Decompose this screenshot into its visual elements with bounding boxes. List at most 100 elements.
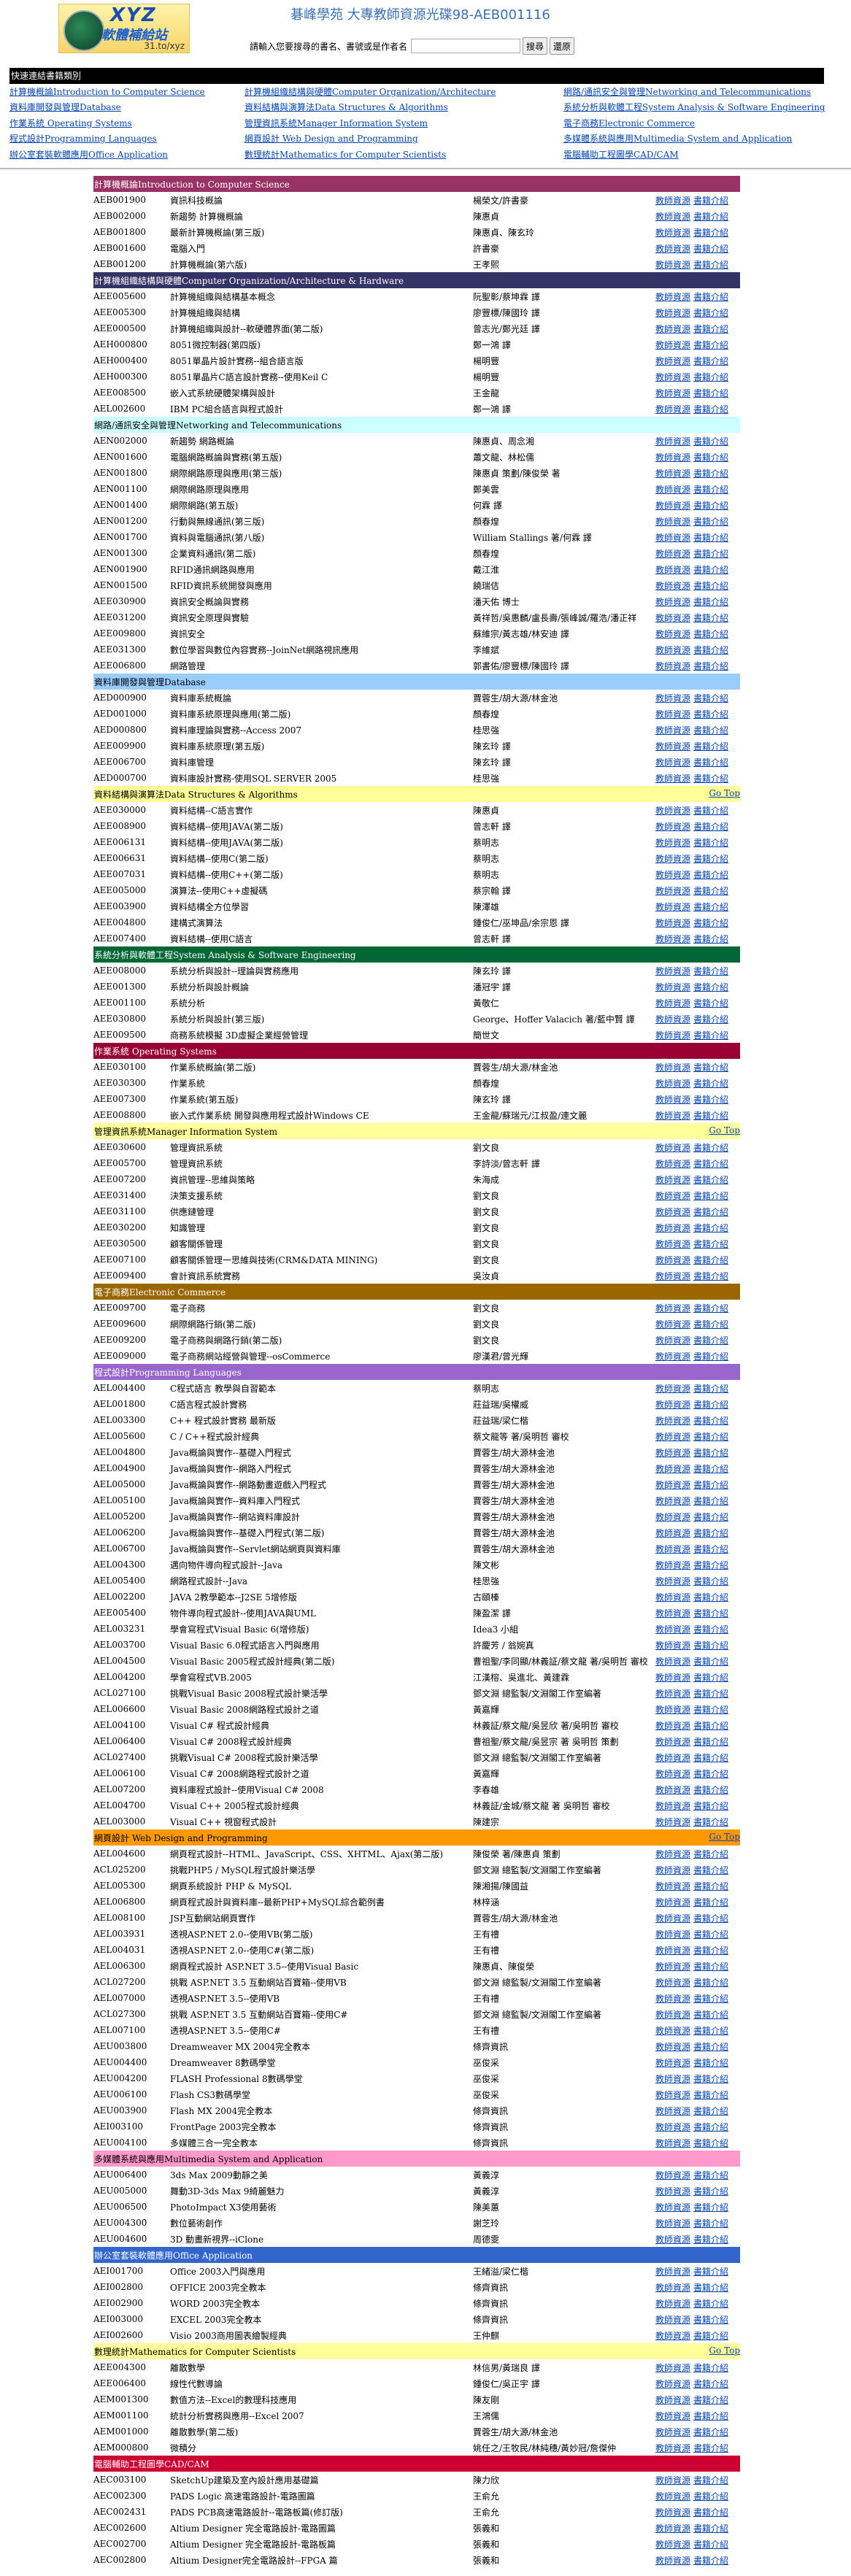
- teacher-resource-link[interactable]: 教師資源: [655, 1511, 691, 1522]
- book-intro-link[interactable]: 書籍介紹: [693, 452, 729, 463]
- teacher-resource-link[interactable]: 教師資源: [655, 1768, 691, 1779]
- book-intro-link[interactable]: 書籍介紹: [693, 2475, 729, 2486]
- teacher-resource-link[interactable]: 教師資源: [655, 2555, 691, 2566]
- teacher-resource-link[interactable]: 教師資源: [655, 1624, 691, 1635]
- site-logo[interactable]: XYZ 軟體補給站 31.to/xyz: [58, 4, 190, 53]
- book-intro-link[interactable]: 書籍介紹: [693, 805, 729, 816]
- teacher-resource-link[interactable]: 教師資源: [655, 2186, 691, 2197]
- teacher-resource-link[interactable]: 教師資源: [655, 885, 691, 896]
- book-intro-link[interactable]: 書籍介紹: [693, 1495, 729, 1506]
- teacher-resource-link[interactable]: 教師資源: [655, 2137, 691, 2148]
- book-intro-link[interactable]: 書籍介紹: [693, 2137, 729, 2148]
- teacher-resource-link[interactable]: 教師資源: [655, 468, 691, 479]
- book-intro-link[interactable]: 書籍介紹: [693, 436, 729, 447]
- book-intro-link[interactable]: 書籍介紹: [693, 1206, 729, 1217]
- search-input[interactable]: [411, 39, 521, 53]
- teacher-resource-link[interactable]: 教師資源: [655, 2426, 691, 2437]
- teacher-resource-link[interactable]: 教師資源: [655, 2105, 691, 2116]
- book-intro-link[interactable]: 書籍介紹: [693, 227, 729, 238]
- teacher-resource-link[interactable]: 教師資源: [655, 596, 691, 607]
- book-intro-link[interactable]: 書籍介紹: [693, 1768, 729, 1779]
- book-intro-link[interactable]: 書籍介紹: [693, 998, 729, 1009]
- book-intro-link[interactable]: 書籍介紹: [693, 2378, 729, 2389]
- book-intro-link[interactable]: 書籍介紹: [693, 2362, 729, 2373]
- teacher-resource-link[interactable]: 教師資源: [655, 2025, 691, 2036]
- teacher-resource-link[interactable]: 教師資源: [655, 757, 691, 768]
- teacher-resource-link[interactable]: 教師資源: [655, 965, 691, 976]
- teacher-resource-link[interactable]: 教師資源: [655, 2041, 691, 2052]
- teacher-resource-link[interactable]: 教師資源: [655, 917, 691, 928]
- book-intro-link[interactable]: 書籍介紹: [693, 1576, 729, 1586]
- teacher-resource-link[interactable]: 教師資源: [655, 307, 691, 318]
- book-intro-link[interactable]: 書籍介紹: [693, 1672, 729, 1683]
- book-intro-link[interactable]: 書籍介紹: [693, 1720, 729, 1731]
- teacher-resource-link[interactable]: 教師資源: [655, 982, 691, 992]
- book-intro-link[interactable]: 書籍介紹: [693, 1913, 729, 1924]
- book-intro-link[interactable]: 書籍介紹: [693, 2442, 729, 2453]
- teacher-resource-link[interactable]: 教師資源: [655, 436, 691, 447]
- teacher-resource-link[interactable]: 教師資源: [655, 709, 691, 720]
- teacher-resource-link[interactable]: 教師資源: [655, 644, 691, 655]
- teacher-resource-link[interactable]: 教師資源: [655, 2266, 691, 2277]
- book-intro-link[interactable]: 書籍介紹: [693, 1559, 729, 1570]
- category-link[interactable]: 系統分析與軟體工程System Analysis & Software Engi…: [563, 102, 825, 113]
- teacher-resource-link[interactable]: 教師資源: [655, 2282, 691, 2293]
- teacher-resource-link[interactable]: 教師資源: [655, 227, 691, 238]
- teacher-resource-link[interactable]: 教師資源: [655, 853, 691, 864]
- teacher-resource-link[interactable]: 教師資源: [655, 1495, 691, 1506]
- book-intro-link[interactable]: 書籍介紹: [693, 1704, 729, 1715]
- teacher-resource-link[interactable]: 教師資源: [655, 564, 691, 575]
- teacher-resource-link[interactable]: 教師資源: [655, 404, 691, 414]
- teacher-resource-link[interactable]: 教師資源: [655, 355, 691, 366]
- book-intro-link[interactable]: 書籍介紹: [693, 2186, 729, 2197]
- teacher-resource-link[interactable]: 教師資源: [655, 1319, 691, 1330]
- category-link[interactable]: 網頁設計 Web Design and Programming: [244, 134, 418, 144]
- book-intro-link[interactable]: 書籍介紹: [693, 259, 729, 270]
- book-intro-link[interactable]: 書籍介紹: [693, 1078, 729, 1089]
- book-intro-link[interactable]: 書籍介紹: [693, 1543, 729, 1554]
- teacher-resource-link[interactable]: 教師資源: [655, 660, 691, 671]
- teacher-resource-link[interactable]: 教師資源: [655, 2491, 691, 2502]
- teacher-resource-link[interactable]: 教師資源: [655, 2378, 691, 2389]
- teacher-resource-link[interactable]: 教師資源: [655, 1431, 691, 1442]
- teacher-resource-link[interactable]: 教師資源: [655, 901, 691, 912]
- teacher-resource-link[interactable]: 教師資源: [655, 2539, 691, 2550]
- book-intro-link[interactable]: 書籍介紹: [693, 1351, 729, 1362]
- book-intro-link[interactable]: 書籍介紹: [693, 1511, 729, 1522]
- teacher-resource-link[interactable]: 教師資源: [655, 1864, 691, 1875]
- teacher-resource-link[interactable]: 教師資源: [655, 2330, 691, 2341]
- teacher-resource-link[interactable]: 教師資源: [655, 2523, 691, 2534]
- teacher-resource-link[interactable]: 教師資源: [655, 1142, 691, 1153]
- book-intro-link[interactable]: 書籍介紹: [693, 484, 729, 495]
- book-intro-link[interactable]: 書籍介紹: [693, 1784, 729, 1795]
- teacher-resource-link[interactable]: 教師資源: [655, 1543, 691, 1554]
- book-intro-link[interactable]: 書籍介紹: [693, 1142, 729, 1153]
- book-intro-link[interactable]: 書籍介紹: [693, 580, 729, 591]
- book-intro-link[interactable]: 書籍介紹: [693, 2089, 729, 2100]
- book-intro-link[interactable]: 書籍介紹: [693, 612, 729, 623]
- teacher-resource-link[interactable]: 教師資源: [655, 1527, 691, 1538]
- book-intro-link[interactable]: 書籍介紹: [693, 1736, 729, 1747]
- book-intro-link[interactable]: 書籍介紹: [693, 757, 729, 768]
- book-intro-link[interactable]: 書籍介紹: [693, 2073, 729, 2084]
- book-intro-link[interactable]: 書籍介紹: [693, 1752, 729, 1763]
- teacher-resource-link[interactable]: 教師資源: [655, 2057, 691, 2068]
- book-intro-link[interactable]: 書籍介紹: [693, 644, 729, 655]
- teacher-resource-link[interactable]: 教師資源: [655, 1816, 691, 1827]
- book-intro-link[interactable]: 書籍介紹: [693, 1848, 729, 1859]
- teacher-resource-link[interactable]: 教師資源: [655, 2362, 691, 2373]
- book-intro-link[interactable]: 書籍介紹: [693, 596, 729, 607]
- teacher-resource-link[interactable]: 教師資源: [655, 1961, 691, 1972]
- teacher-resource-link[interactable]: 教師資源: [655, 1656, 691, 1667]
- book-intro-link[interactable]: 書籍介紹: [693, 2507, 729, 2518]
- teacher-resource-link[interactable]: 教師資源: [655, 1190, 691, 1201]
- book-intro-link[interactable]: 書籍介紹: [693, 693, 729, 703]
- teacher-resource-link[interactable]: 教師資源: [655, 1110, 691, 1121]
- book-intro-link[interactable]: 書籍介紹: [693, 1303, 729, 1314]
- teacher-resource-link[interactable]: 教師資源: [655, 452, 691, 463]
- book-intro-link[interactable]: 書籍介紹: [693, 2282, 729, 2293]
- teacher-resource-link[interactable]: 教師資源: [655, 2410, 691, 2421]
- book-intro-link[interactable]: 書籍介紹: [693, 2009, 729, 2020]
- teacher-resource-link[interactable]: 教師資源: [655, 1383, 691, 1394]
- book-intro-link[interactable]: 書籍介紹: [693, 837, 729, 848]
